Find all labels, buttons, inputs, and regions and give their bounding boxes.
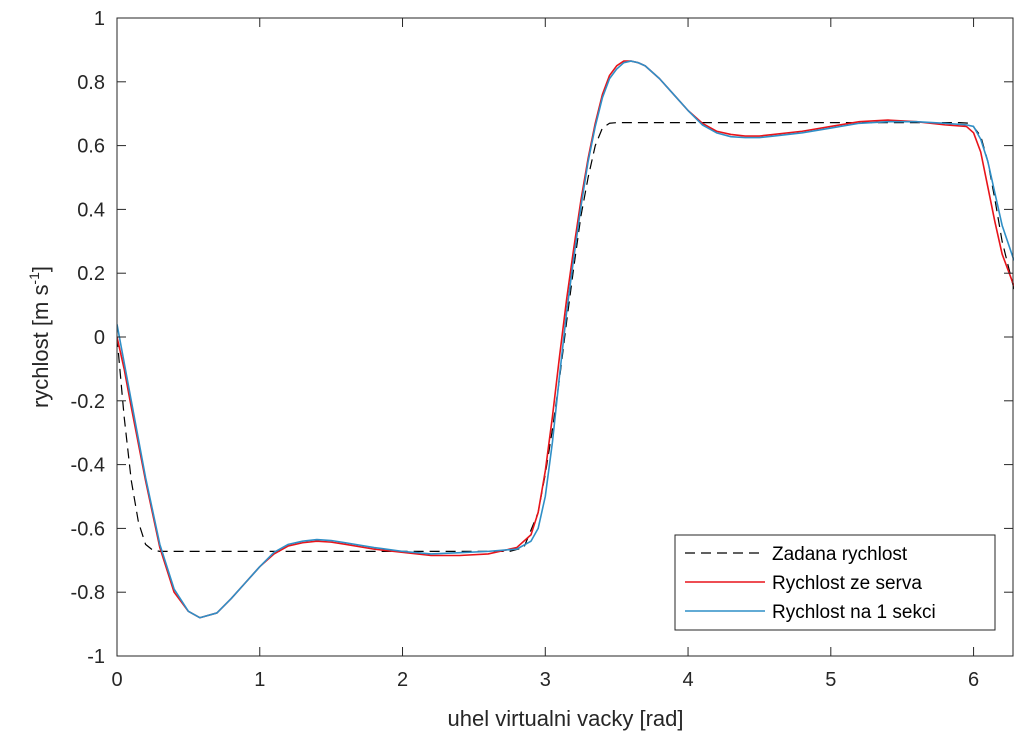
y-axis-label-suffix: ] xyxy=(28,266,53,272)
x-tick-label: 0 xyxy=(111,669,122,691)
x-tick-label: 4 xyxy=(682,669,693,691)
y-tick-label: -1 xyxy=(87,646,105,668)
ticks-layer: 0 1 2 3 4 5 6 -1 -0.8 -0.6 -0.4 -0.2 0 0.2 0.4 0.6 0.8 1 xyxy=(71,8,1013,691)
legend-label-3: Rychlost na 1 sekci xyxy=(772,602,936,623)
y-tick-label: 1 xyxy=(94,8,105,30)
y-tick-label: -0.6 xyxy=(71,518,105,540)
legend: Zadana rychlost Rychlost ze serva Rychlost… xyxy=(674,534,996,631)
y-tick-label: -0.4 xyxy=(71,455,105,477)
x-tick-label: 1 xyxy=(254,669,265,691)
x-tick-label: 5 xyxy=(825,669,836,691)
y-tick-label: 0.2 xyxy=(77,263,105,285)
x-axis-label: uhel virtualni vacky [rad] xyxy=(448,706,684,731)
series-line-2 xyxy=(117,60,1014,619)
y-tick-label: 0 xyxy=(94,327,105,349)
y-tick-label: 0.6 xyxy=(77,136,105,158)
y-axis-label-superscript: -1 xyxy=(26,272,42,285)
y-axis-label: rychlost [m s-1] xyxy=(26,266,53,408)
y-tick-label: -0.2 xyxy=(71,391,105,413)
y-tick-label: 0.8 xyxy=(77,72,105,94)
x-tick-label: 3 xyxy=(540,669,551,691)
series-layer xyxy=(117,60,1014,619)
y-tick-label: 0.4 xyxy=(77,199,105,221)
y-axis-label-main: rychlost [m s xyxy=(28,285,53,408)
legend-label-1: Zadana rychlost xyxy=(772,544,908,565)
series-line-1 xyxy=(117,122,1014,552)
x-tick-label: 6 xyxy=(968,669,979,691)
series-line-3 xyxy=(117,60,1014,619)
y-tick-label: -0.8 xyxy=(71,582,105,604)
x-tick-label: 2 xyxy=(397,669,408,691)
legend-label-2: Rychlost ze serva xyxy=(772,573,922,594)
